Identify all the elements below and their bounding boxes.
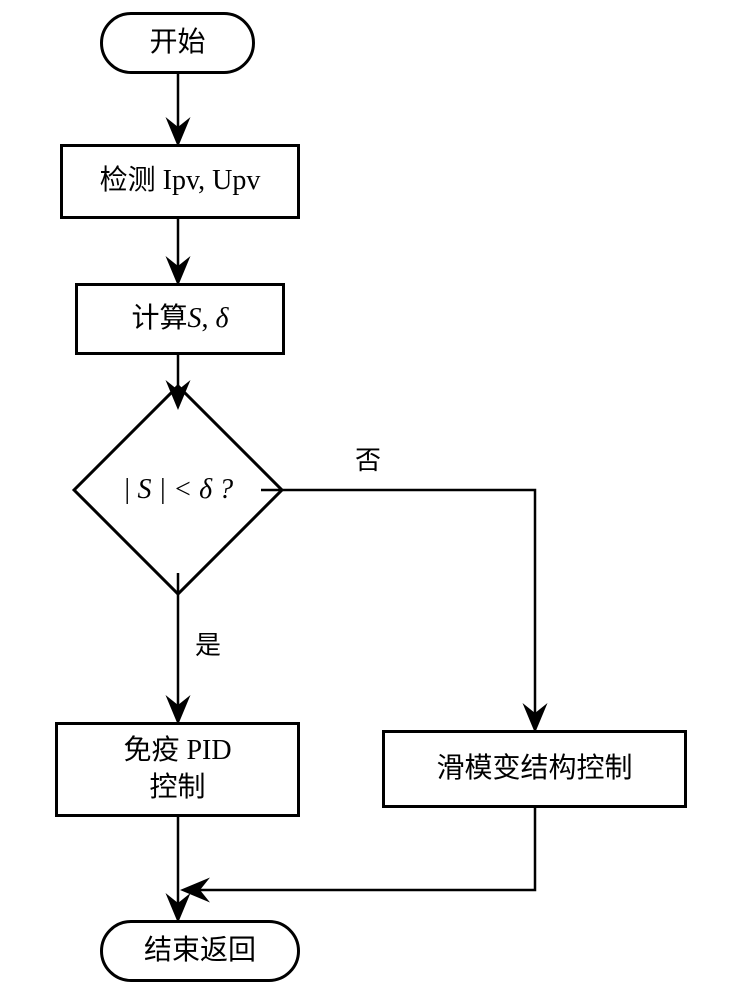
node-compute: 计算S, δ (75, 283, 285, 355)
node-sliding: 滑模变结构控制 (382, 730, 687, 808)
node-start: 开始 (100, 12, 255, 74)
node-detect-text: 检测 Ipv, Upv (100, 163, 261, 199)
node-end-text: 结束返回 (144, 933, 256, 969)
node-pid: 免疫 PID 控制 (55, 722, 300, 817)
node-detect: 检测 Ipv, Upv (60, 144, 300, 219)
node-compute-text: 计算S, δ (131, 301, 228, 337)
node-pid-text: 免疫 PID 控制 (123, 733, 231, 806)
node-decision-text: | S | < δ ? (78, 470, 278, 510)
flowchart-canvas: 开始 检测 Ipv, Upv 计算S, δ | S | < δ ? 免疫 PID… (0, 0, 730, 1000)
label-yes: 是 (195, 625, 221, 662)
label-no: 否 (355, 440, 381, 477)
node-start-text: 开始 (149, 25, 205, 61)
edge-sliding-merge (185, 808, 535, 890)
edge-decision-sliding (261, 490, 535, 728)
node-sliding-text: 滑模变结构控制 (436, 751, 632, 787)
node-end: 结束返回 (100, 920, 300, 982)
